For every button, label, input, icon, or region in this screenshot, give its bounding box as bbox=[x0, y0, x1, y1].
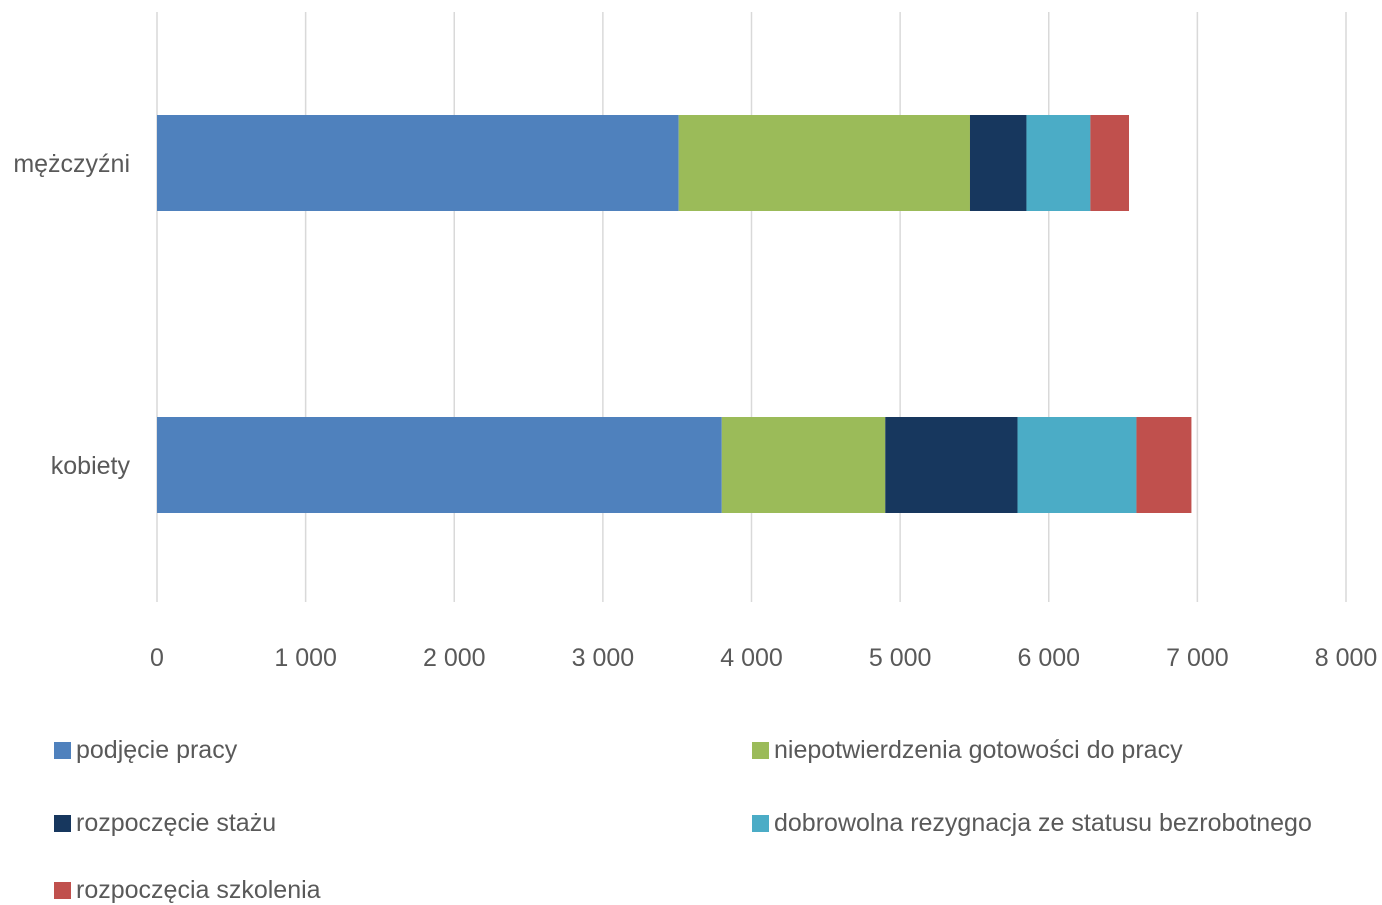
bar-segment bbox=[1136, 417, 1192, 513]
bar-segment bbox=[1090, 115, 1130, 211]
bar-segment bbox=[969, 115, 1027, 211]
bars bbox=[157, 115, 1192, 513]
x-tick-label: 2 000 bbox=[423, 644, 486, 672]
x-tick-label: 1 000 bbox=[274, 644, 337, 672]
x-tick-label: 4 000 bbox=[720, 644, 783, 672]
gridlines bbox=[156, 12, 1347, 602]
y-axis-categories: mężczyźni kobiety bbox=[13, 150, 130, 480]
category-label: kobiety bbox=[51, 452, 131, 480]
x-tick-label: 3 000 bbox=[572, 644, 635, 672]
bar-segment bbox=[157, 115, 679, 211]
x-tick-label: 0 bbox=[150, 644, 164, 672]
x-tick-label: 8 000 bbox=[1315, 644, 1378, 672]
bar-segment bbox=[1017, 417, 1137, 513]
x-tick-label: 7 000 bbox=[1166, 644, 1229, 672]
bar-segment bbox=[1026, 115, 1091, 211]
bar-segment bbox=[157, 417, 722, 513]
bar-segment bbox=[721, 417, 886, 513]
x-tick-label: 6 000 bbox=[1017, 644, 1080, 672]
x-axis-ticks: 0 1 000 2 000 3 000 4 000 5 000 6 000 7 000 8 00… bbox=[150, 644, 1377, 672]
category-label: mężczyźni bbox=[13, 150, 130, 178]
bar-segment bbox=[885, 417, 1018, 513]
bar-segment bbox=[678, 115, 970, 211]
x-tick-label: 5 000 bbox=[869, 644, 932, 672]
